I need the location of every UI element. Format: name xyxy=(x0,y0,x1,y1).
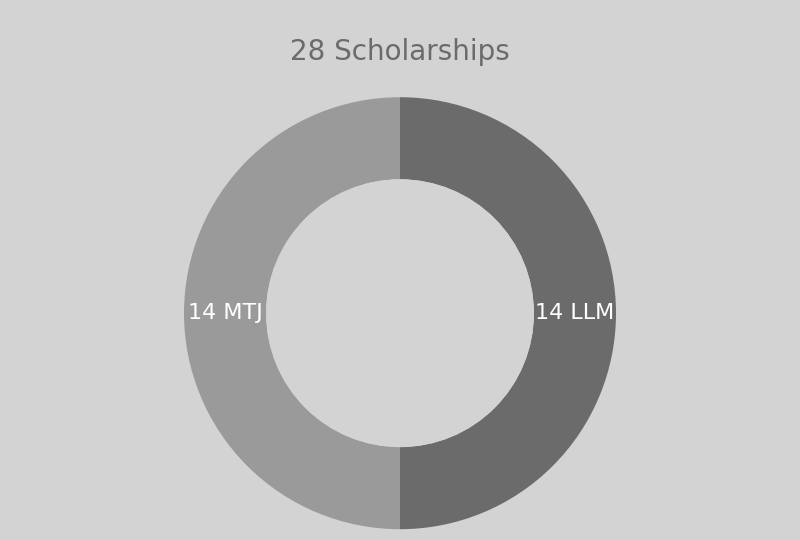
Wedge shape xyxy=(184,97,400,529)
Text: 28 Scholarships: 28 Scholarships xyxy=(290,38,510,66)
Wedge shape xyxy=(400,97,616,529)
Text: 14 MTJ: 14 MTJ xyxy=(188,303,262,323)
Text: 14 LLM: 14 LLM xyxy=(535,303,614,323)
Circle shape xyxy=(266,179,534,447)
